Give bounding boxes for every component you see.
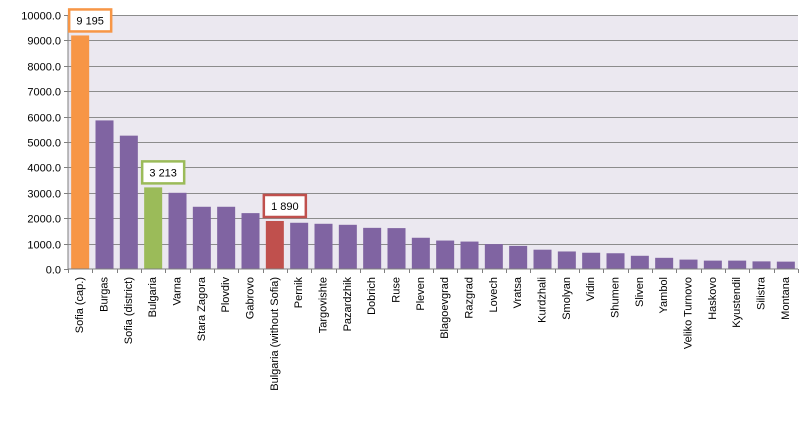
x-tick-label: Shumen xyxy=(610,277,622,318)
bar xyxy=(630,255,649,269)
x-tick-label: Pazardzhik xyxy=(342,277,354,332)
x-tick-label: Bulgaria (without Sofia) xyxy=(269,277,281,391)
x-tick-label: Haskovo xyxy=(707,277,719,320)
bar xyxy=(703,260,722,269)
bar xyxy=(363,227,382,269)
x-tick-label: Vratsa xyxy=(512,276,524,308)
x-tick-label: Montana xyxy=(780,276,792,320)
gridlines xyxy=(64,15,798,270)
bar xyxy=(484,244,503,269)
bar xyxy=(338,224,357,269)
x-tick-label: Kurdzhali xyxy=(537,277,549,323)
callout-label: 9 195 xyxy=(76,15,104,27)
bar xyxy=(509,245,528,269)
x-tick-label: Sofia (district) xyxy=(123,277,135,344)
callout-box xyxy=(140,160,186,185)
bar xyxy=(217,206,236,269)
y-axis-tick-labels: 0.0 1000.0 2000.0 3000.0 4000.0 5000.0 6000.0 7… xyxy=(21,11,61,277)
bar xyxy=(314,223,333,269)
bar xyxy=(387,228,406,269)
y-tick-label: 5000.0 xyxy=(27,138,61,150)
value-callout: 3 213 xyxy=(140,160,186,185)
y-tick-label: 7000.0 xyxy=(27,87,61,99)
callout-label: 1 890 xyxy=(271,201,299,213)
bar xyxy=(192,206,211,269)
bar xyxy=(144,187,163,269)
bar xyxy=(728,260,747,269)
bar xyxy=(655,257,674,269)
x-axis-tick-labels: Sofia (cap.) Burgas Sofia (district) Bulgar… xyxy=(68,269,799,391)
x-tick-label: Razgrad xyxy=(464,277,476,319)
bar xyxy=(436,240,455,269)
x-tick-label: Dobrich xyxy=(366,277,378,315)
x-tick-label: Sofia (cap.) xyxy=(74,277,86,333)
y-tick-label: 0.0 xyxy=(46,265,61,277)
bar xyxy=(460,241,479,269)
x-tick-label: Varna xyxy=(172,276,184,305)
x-tick-label: Ruse xyxy=(391,277,403,303)
bar xyxy=(265,220,284,269)
x-tick-label: Silistra xyxy=(756,276,768,310)
x-tick-label: Bulgaria xyxy=(147,276,159,317)
y-tick-label: 6000.0 xyxy=(27,113,61,125)
x-tick-label: Stara Zagora xyxy=(196,276,208,341)
x-tick-label: Lovech xyxy=(488,277,500,312)
y-tick-label: 4000.0 xyxy=(27,163,61,175)
bar xyxy=(411,237,430,269)
bar xyxy=(241,213,260,269)
x-tick-label: Blagoevgrad xyxy=(439,277,451,339)
callout-box xyxy=(67,8,113,33)
callout-label: 3 213 xyxy=(149,167,177,179)
y-tick-label: 3000.0 xyxy=(27,189,61,201)
x-tick-label: Veliko Turnovo xyxy=(683,277,695,349)
value-callouts: 9 195 3 213 1 890 xyxy=(67,8,308,219)
x-tick-label: Sliven xyxy=(634,277,646,307)
x-tick-label: Smolyan xyxy=(561,277,573,320)
bar xyxy=(679,259,698,269)
y-tick-label: 8000.0 xyxy=(27,62,61,74)
y-tick-label: 10000.0 xyxy=(21,11,61,23)
x-tick-label: Burgas xyxy=(99,277,111,312)
y-tick-label: 9000.0 xyxy=(27,36,61,48)
y-tick-label: 1000.0 xyxy=(27,240,61,252)
x-tick-label: Plovdiv xyxy=(220,277,232,313)
bars xyxy=(71,35,795,270)
x-tick-label: Yambol xyxy=(658,277,670,313)
value-callout: 1 890 xyxy=(262,193,308,219)
bar xyxy=(557,251,576,269)
bar xyxy=(776,261,795,269)
bar xyxy=(290,222,309,269)
bar xyxy=(752,261,771,269)
x-tick-label: Pernik xyxy=(293,277,305,309)
x-tick-label: Gabrovo xyxy=(245,277,257,319)
y-tick-label: 2000.0 xyxy=(27,214,61,226)
x-tick-label: Pleven xyxy=(415,277,427,311)
bar xyxy=(95,120,114,269)
value-callout: 9 195 xyxy=(67,8,113,33)
x-tick-label: Vidin xyxy=(585,277,597,301)
bar xyxy=(533,249,552,269)
bar xyxy=(71,35,90,270)
bar xyxy=(119,135,138,269)
x-tick-label: Kyustendil xyxy=(731,277,743,328)
bar xyxy=(606,253,625,269)
x-tick-label: Targovishte xyxy=(318,277,330,333)
bar xyxy=(582,252,601,269)
callout-box xyxy=(262,193,308,219)
bar xyxy=(168,192,187,269)
